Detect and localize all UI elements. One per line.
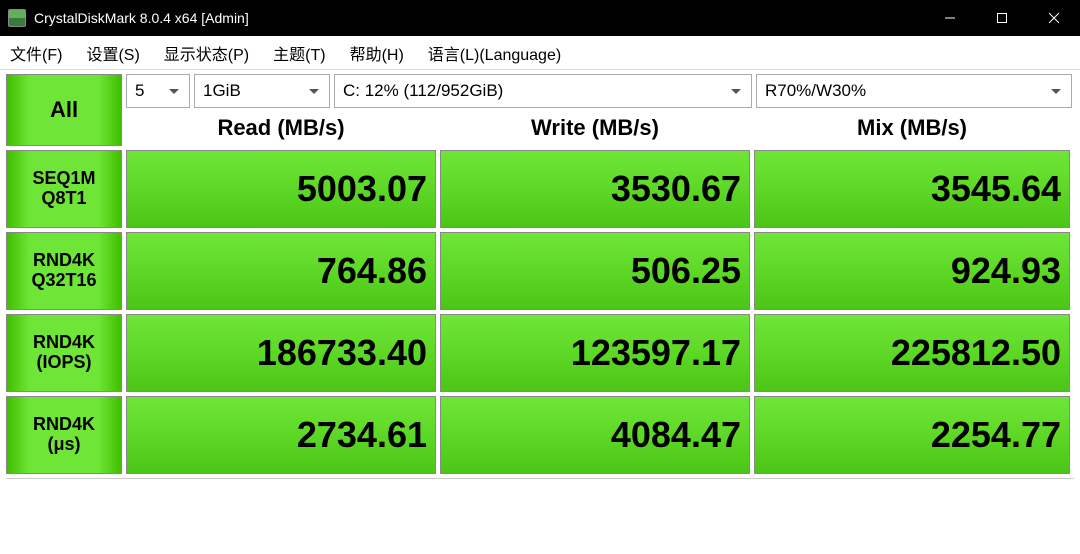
- test-button-rnd4k-q32[interactable]: RND4K Q32T16: [6, 232, 122, 310]
- cell-read: 5003.07: [126, 150, 436, 228]
- all-button[interactable]: All: [6, 74, 122, 146]
- column-header-write: Write (MB/s): [440, 115, 750, 141]
- minimize-button[interactable]: [924, 0, 976, 36]
- test-button-rnd4k-iops[interactable]: RND4K (IOPS): [6, 314, 122, 392]
- close-button[interactable]: [1028, 0, 1080, 36]
- test-button-seq1m[interactable]: SEQ1M Q8T1: [6, 150, 122, 228]
- column-header-mix: Mix (MB/s): [754, 115, 1070, 141]
- row-label-l1: RND4K: [33, 415, 95, 435]
- menubar: 文件(F) 设置(S) 显示状态(P) 主题(T) 帮助(H) 语言(L)(La…: [0, 36, 1080, 70]
- table-row: RND4K Q32T16 764.86 506.25 924.93: [6, 232, 1074, 310]
- runs-value: 5: [135, 81, 144, 101]
- cell-read: 2734.61: [126, 396, 436, 474]
- row-label-l2: Q8T1: [41, 189, 86, 209]
- row-label-l2: Q32T16: [31, 271, 96, 291]
- menu-settings[interactable]: 设置(S): [86, 41, 139, 65]
- all-button-label: All: [50, 97, 78, 123]
- mix-ratio-select[interactable]: R70%/W30%: [756, 74, 1072, 108]
- window-title: CrystalDiskMark 8.0.4 x64 [Admin]: [34, 10, 249, 26]
- menu-file[interactable]: 文件(F): [10, 41, 62, 65]
- cell-mix: 2254.77: [754, 396, 1070, 474]
- menu-language[interactable]: 语言(L)(Language): [428, 41, 561, 65]
- cell-write: 3530.67: [440, 150, 750, 228]
- cell-mix: 3545.64: [754, 150, 1070, 228]
- maximize-button[interactable]: [976, 0, 1028, 36]
- cell-write: 123597.17: [440, 314, 750, 392]
- row-label-l1: RND4K: [33, 333, 95, 353]
- row-label-l1: RND4K: [33, 251, 95, 271]
- cell-read: 764.86: [126, 232, 436, 310]
- size-value: 1GiB: [203, 81, 241, 101]
- test-button-rnd4k-us[interactable]: RND4K (μs): [6, 396, 122, 474]
- row-label-l2: (μs): [47, 435, 80, 455]
- window-buttons: [924, 0, 1080, 36]
- runs-select[interactable]: 5: [126, 74, 190, 108]
- table-row: RND4K (IOPS) 186733.40 123597.17 225812.…: [6, 314, 1074, 392]
- cell-read: 186733.40: [126, 314, 436, 392]
- cell-write: 4084.47: [440, 396, 750, 474]
- cell-mix: 225812.50: [754, 314, 1070, 392]
- menu-help[interactable]: 帮助(H): [350, 41, 404, 65]
- cell-write: 506.25: [440, 232, 750, 310]
- table-row: RND4K (μs) 2734.61 4084.47 2254.77: [6, 396, 1074, 474]
- table-row: SEQ1M Q8T1 5003.07 3530.67 3545.64: [6, 150, 1074, 228]
- column-header-read: Read (MB/s): [126, 115, 436, 141]
- drive-select[interactable]: C: 12% (112/952GiB): [334, 74, 752, 108]
- titlebar: CrystalDiskMark 8.0.4 x64 [Admin]: [0, 0, 1080, 36]
- row-label-l1: SEQ1M: [32, 169, 95, 189]
- size-select[interactable]: 1GiB: [194, 74, 330, 108]
- status-bar: [6, 478, 1074, 508]
- drive-value: C: 12% (112/952GiB): [343, 81, 503, 101]
- mix-ratio-value: R70%/W30%: [765, 81, 866, 101]
- row-label-l2: (IOPS): [36, 353, 91, 373]
- app-icon: [8, 9, 26, 27]
- menu-theme[interactable]: 主题(T): [273, 41, 325, 65]
- menu-display[interactable]: 显示状态(P): [164, 41, 249, 65]
- content-area: All 5 1GiB C: 12% (112/952GiB) R70%/W30%…: [0, 70, 1080, 510]
- cell-mix: 924.93: [754, 232, 1070, 310]
